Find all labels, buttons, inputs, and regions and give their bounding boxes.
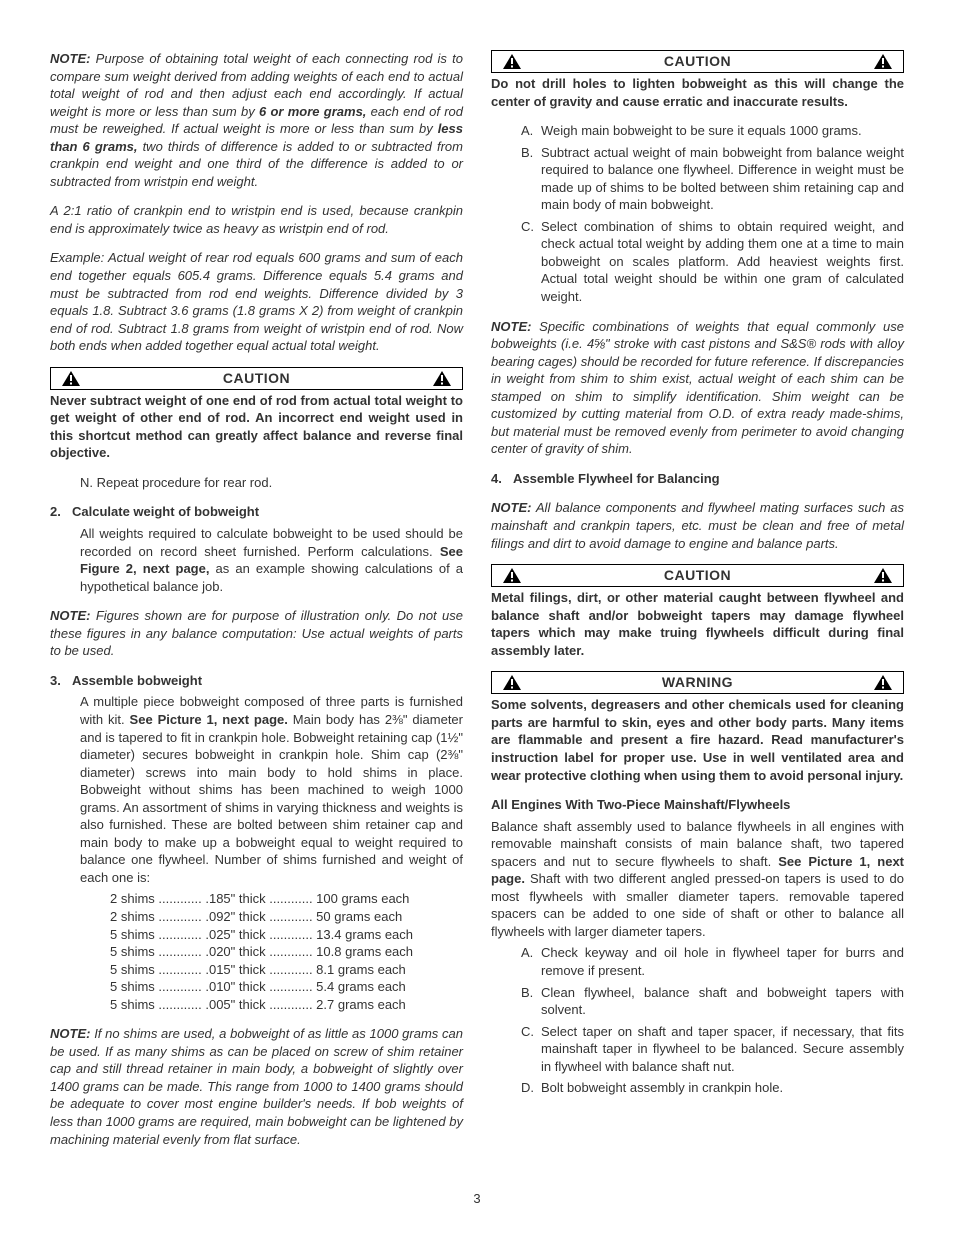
warning-icon <box>492 565 532 586</box>
note-5: NOTE: All balance components and flywhee… <box>491 499 904 552</box>
warning-box: WARNING <box>491 671 904 694</box>
step-3-body: A multiple piece bobweight composed of t… <box>80 693 463 886</box>
caution-box-1: CAUTION <box>50 367 463 390</box>
step-2-body: All weights required to calculate bobwei… <box>80 525 463 595</box>
caution-1-text: Never subtract weight of one end of rod … <box>50 392 463 462</box>
sub2-c: C.Select taper on shaft and taper spacer… <box>521 1023 904 1076</box>
step-4: 4. Assemble Flywheel for Balancing <box>491 470 904 488</box>
note-1-p2: A 2:1 ratio of crankpin end to wristpin … <box>50 202 463 237</box>
step-n: N. Repeat procedure for rear rod. <box>80 474 463 492</box>
sub-a: A.Weigh main bobweight to be sure it equ… <box>521 122 904 140</box>
shim-row: 5 shims ............ .015" thick .......… <box>110 961 463 979</box>
caution-3-text: Metal filings, dirt, or other material c… <box>491 589 904 659</box>
warning-icon <box>863 672 903 693</box>
shim-row: 2 shims ............ .185" thick .......… <box>110 890 463 908</box>
caution-2-text: Do not drill holes to lighten bobweight … <box>491 75 904 110</box>
warning-text: Some solvents, degreasers and other chem… <box>491 696 904 784</box>
page-number: 3 <box>50 1190 904 1208</box>
shim-row: 5 shims ............ .025" thick .......… <box>110 926 463 944</box>
warning-icon <box>863 51 903 72</box>
note-4: NOTE: Specific combinations of weights t… <box>491 318 904 458</box>
shim-row: 5 shims ............ .010" thick .......… <box>110 978 463 996</box>
warning-icon <box>492 51 532 72</box>
warning-icon <box>492 672 532 693</box>
warning-icon <box>51 368 91 389</box>
sub-c: C.Select combination of shims to obtain … <box>521 218 904 306</box>
warning-icon <box>863 565 903 586</box>
body-two-piece: Balance shaft assembly used to balance f… <box>491 818 904 941</box>
shim-row: 5 shims ............ .020" thick .......… <box>110 943 463 961</box>
example-para: Example: Actual weight of rear rod equal… <box>50 249 463 354</box>
shim-row: 2 shims ............ .092" thick .......… <box>110 908 463 926</box>
warning-icon <box>422 368 462 389</box>
note-1: NOTE: Purpose of obtaining total weight … <box>50 50 463 190</box>
note-2: NOTE: Figures shown are for purpose of i… <box>50 607 463 660</box>
heading-two-piece: All Engines With Two-Piece Mainshaft/Fly… <box>491 796 904 814</box>
step-2: 2. Calculate weight of bobweight <box>50 503 463 521</box>
step-3: 3. Assemble bobweight <box>50 672 463 690</box>
note-3: NOTE: If no shims are used, a bobweight … <box>50 1025 463 1148</box>
sub2-d: D.Bolt bobweight assembly in crankpin ho… <box>521 1079 904 1097</box>
sub2-b: B.Clean flywheel, balance shaft and bobw… <box>521 984 904 1019</box>
sub2-a: A.Check keyway and oil hole in flywheel … <box>521 944 904 979</box>
sub-b: B.Subtract actual weight of main bobweig… <box>521 144 904 214</box>
shim-row: 5 shims ............ .005" thick .......… <box>110 996 463 1014</box>
caution-box-3: CAUTION <box>491 564 904 587</box>
shim-list: 2 shims ............ .185" thick .......… <box>110 890 463 1013</box>
caution-box-2: CAUTION <box>491 50 904 73</box>
